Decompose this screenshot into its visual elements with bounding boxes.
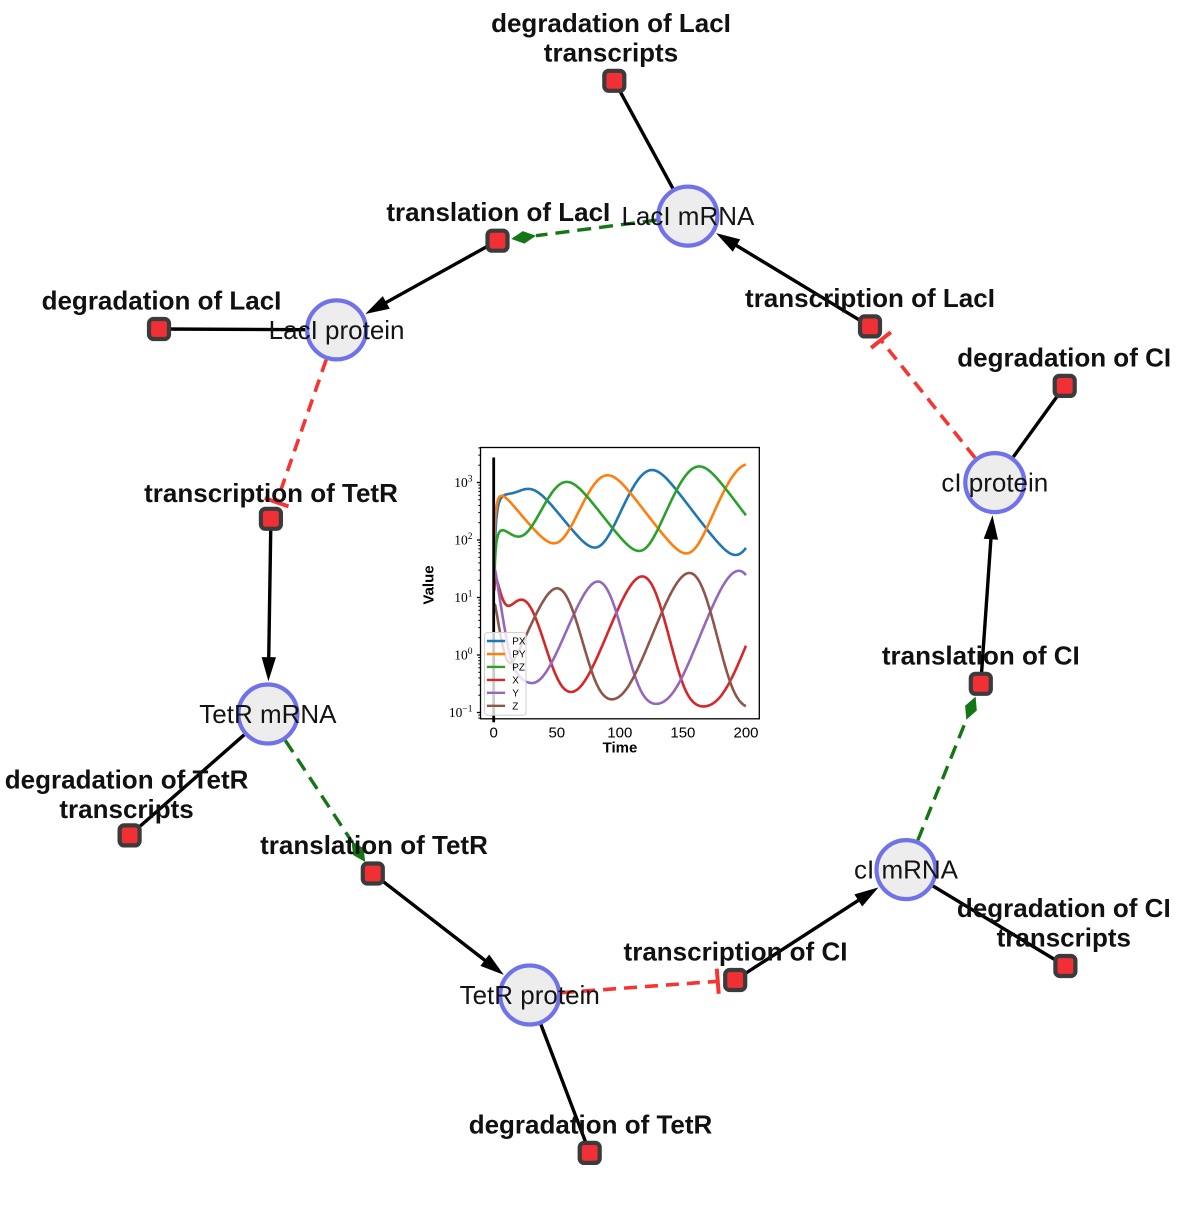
svg-text:Value: Value (421, 565, 438, 604)
svg-text:transcripts: transcripts (544, 37, 678, 67)
svg-text:Y: Y (512, 688, 519, 699)
svg-text:cI protein: cI protein (941, 468, 1048, 498)
svg-text:translation of LacI: translation of LacI (386, 197, 610, 227)
svg-text:degradation of LacI: degradation of LacI (42, 286, 282, 316)
svg-text:translation of CI: translation of CI (882, 640, 1080, 670)
svg-text:TetR protein: TetR protein (460, 980, 600, 1010)
svg-text:LacI mRNA: LacI mRNA (621, 201, 755, 231)
svg-text:degradation of TetR: degradation of TetR (5, 764, 249, 794)
svg-text:LacI protein: LacI protein (269, 315, 405, 345)
svg-text:50: 50 (548, 725, 565, 742)
svg-text:PZ: PZ (512, 662, 525, 673)
svg-text:Time: Time (603, 740, 638, 757)
svg-text:Z: Z (512, 701, 518, 712)
svg-text:degradation of TetR: degradation of TetR (469, 1109, 713, 1139)
svg-text:transcripts: transcripts (997, 923, 1131, 953)
svg-text:100: 100 (607, 725, 632, 742)
svg-text:transcripts: transcripts (59, 794, 193, 824)
svg-text:translation of TetR: translation of TetR (260, 830, 488, 860)
svg-text:transcription of CI: transcription of CI (624, 937, 848, 967)
svg-text:103: 103 (454, 475, 473, 491)
svg-text:0: 0 (490, 725, 498, 742)
svg-text:PX: PX (512, 637, 526, 648)
svg-text:101: 101 (454, 590, 473, 606)
svg-text:transcription of TetR: transcription of TetR (144, 478, 398, 508)
svg-text:102: 102 (454, 532, 473, 548)
svg-text:PY: PY (512, 650, 526, 661)
svg-text:cI mRNA: cI mRNA (854, 855, 959, 885)
svg-text:degradation of CI: degradation of CI (957, 342, 1171, 372)
svg-text:transcription of LacI: transcription of LacI (745, 283, 995, 313)
svg-text:TetR mRNA: TetR mRNA (199, 699, 337, 729)
svg-text:degradation of CI: degradation of CI (957, 893, 1171, 923)
svg-text:degradation of LacI: degradation of LacI (491, 8, 731, 38)
svg-text:100: 100 (454, 647, 473, 663)
svg-text:X: X (512, 675, 519, 686)
svg-text:10−1: 10−1 (449, 705, 473, 721)
svg-text:200: 200 (733, 725, 758, 742)
svg-text:150: 150 (670, 725, 695, 742)
